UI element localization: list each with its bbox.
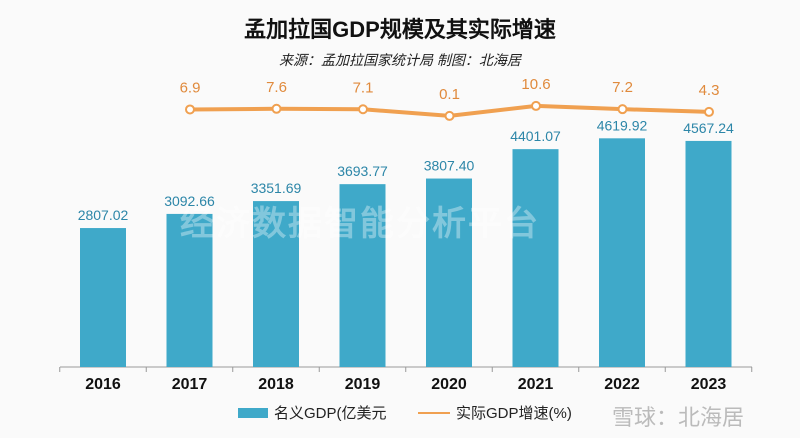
bar-label-2018: 3351.69 (251, 180, 302, 196)
bar-label-2021: 4401.07 (510, 128, 561, 144)
legend-line-swatch (418, 411, 450, 414)
x-tick-label-2020: 2020 (431, 376, 467, 393)
corner-watermark: 雪球：北海居 (612, 405, 745, 430)
bar-2018 (253, 201, 299, 367)
chart-subtitle: 来源：孟加拉国家统计局 制图：北海居 (279, 52, 521, 68)
x-tick-label-2016: 2016 (85, 376, 121, 393)
bar-2017 (166, 213, 213, 367)
growth-point-2019 (358, 104, 368, 115)
legend-bar: 名义GDP(亿美元 (238, 402, 387, 423)
growth-point-2017 (185, 104, 195, 115)
bar-2020 (426, 178, 472, 367)
x-tick-label-2019: 2019 (345, 376, 381, 393)
bar-2016 (80, 228, 126, 367)
bar-2022 (599, 138, 645, 367)
growth-label-2021: 10.6 (521, 76, 550, 93)
growth-point-2023 (704, 106, 714, 117)
bar-2021 (512, 149, 559, 367)
growth-label-2020: 0.1 (439, 86, 460, 103)
legend-bar-swatch (238, 407, 268, 418)
growth-point-2021 (531, 100, 541, 111)
legend-line: 实际GDP增速(%) (418, 402, 572, 423)
growth-label-2017: 6.9 (180, 79, 201, 96)
growth-point-2020 (444, 110, 455, 121)
x-tick-label-2017: 2017 (172, 376, 208, 393)
growth-point-2022 (617, 104, 628, 115)
legend-line-label: 实际GDP增速(%) (456, 405, 572, 422)
bar-label-2023: 4567.24 (683, 120, 734, 136)
bar-label-2017: 3092.66 (164, 193, 215, 209)
x-tick-label-2023: 2023 (691, 376, 727, 393)
bar-label-2020: 3807.40 (424, 158, 475, 174)
bar-2019 (339, 184, 386, 367)
x-tick-label-2018: 2018 (258, 376, 294, 393)
bar-label-2016: 2807.02 (78, 207, 129, 223)
growth-label-2019: 7.1 (353, 79, 374, 96)
growth-point-2018 (271, 103, 282, 114)
x-tick-label-2021: 2021 (518, 376, 554, 393)
x-tick-label-2022: 2022 (604, 376, 640, 393)
bar-2023 (685, 140, 732, 367)
watermark: 经济数据智能分析平台 (180, 205, 540, 243)
bar-label-2022: 4619.92 (597, 117, 648, 133)
legend-bar-label: 名义GDP(亿美元 (274, 405, 387, 422)
growth-label-2018: 7.6 (266, 79, 287, 96)
chart-title: 孟加拉国GDP规模及其实际增速 (244, 17, 556, 42)
growth-label-2022: 7.2 (612, 79, 633, 96)
bar-label-2019: 3693.77 (337, 163, 388, 179)
growth-label-2023: 4.3 (699, 82, 720, 99)
